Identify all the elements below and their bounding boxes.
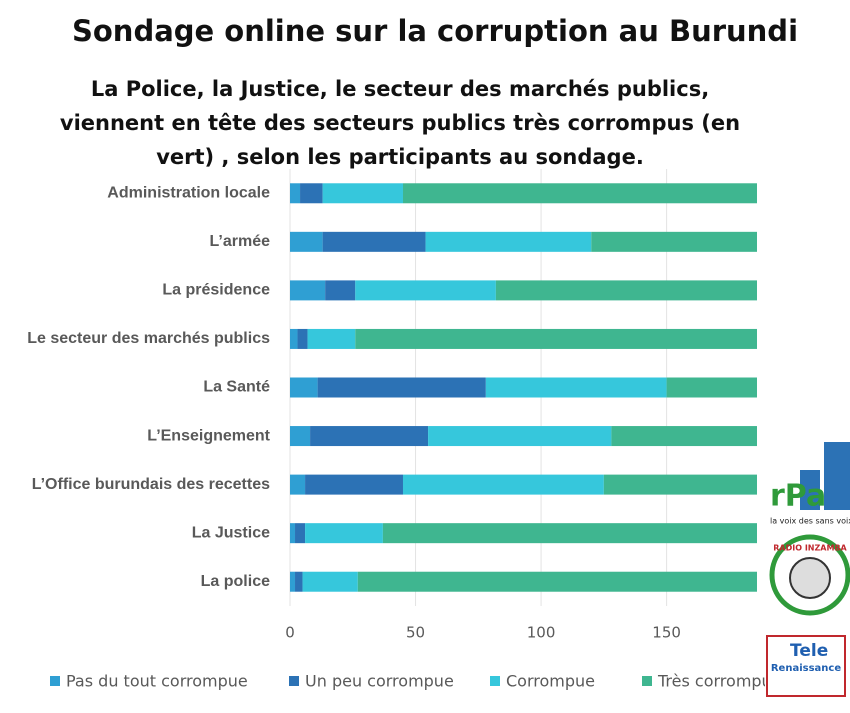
rpa-bar: [824, 442, 850, 510]
legend-label: Un peu corrompue: [305, 672, 454, 691]
bar-segment: [495, 280, 757, 301]
bar-segment: [357, 571, 757, 592]
inzamba-core: [789, 557, 831, 599]
bar-segment: [290, 426, 311, 447]
legend-swatch: [642, 676, 652, 686]
bar-segment: [402, 474, 604, 495]
bar-segment: [402, 183, 757, 204]
bar-segment: [603, 474, 757, 495]
bar-segment: [300, 183, 323, 204]
legend-swatch: [490, 676, 500, 686]
bar-segment: [290, 231, 323, 252]
bar-segment: [290, 183, 301, 204]
bar-segment: [302, 571, 358, 592]
y-tick-label: Le secteur des marchés publics: [27, 330, 270, 347]
legend-label: Pas du tout corrompue: [66, 672, 248, 691]
chart-title: Sondage online sur la corruption au Buru…: [71, 14, 799, 48]
legend-swatch: [289, 676, 299, 686]
bar-segment: [355, 280, 496, 301]
y-tick-label: La Justice: [192, 524, 270, 541]
bar-segment: [290, 328, 298, 349]
bar-segment: [290, 280, 326, 301]
x-tick-label: 0: [285, 624, 295, 642]
bar-segment: [305, 474, 403, 495]
y-tick-label: La police: [201, 573, 270, 590]
x-tick-label: 100: [527, 624, 556, 642]
bar-segment: [295, 523, 306, 544]
legend-label: Très corrompue: [657, 672, 782, 691]
bar-segment: [295, 571, 303, 592]
bar-segment: [591, 231, 757, 252]
rpa-bar: [800, 470, 820, 510]
tele-text: Tele: [790, 641, 828, 661]
y-tick-label: L’Office burundais des recettes: [32, 476, 270, 493]
bar-segment: [382, 523, 757, 544]
bar-segment: [428, 426, 612, 447]
legend-label: Corrompue: [506, 672, 595, 691]
bar-segment: [355, 328, 757, 349]
bar-segment: [425, 231, 592, 252]
bar-segment: [297, 328, 308, 349]
bar-segment: [290, 523, 296, 544]
y-tick-label: La présidence: [162, 282, 270, 299]
bar-segment: [290, 571, 296, 592]
logos: rPa la voix des sans voix RADIO INZAMBA Tel…: [765, 440, 850, 713]
y-tick-label: L’armée: [210, 233, 271, 250]
y-tick-label: Administration locale: [107, 184, 270, 201]
bar-segment: [310, 426, 429, 447]
bar-segment: [611, 426, 757, 447]
x-tick-label: 150: [652, 624, 681, 642]
bar-segment: [322, 231, 426, 252]
bar-segment: [290, 474, 306, 495]
inzamba-text: RADIO INZAMBA: [773, 544, 847, 553]
renaissance-text: Renaissance: [771, 663, 841, 674]
bar-segment: [307, 328, 356, 349]
bar-segment: [666, 377, 757, 398]
tele-logo: [766, 635, 846, 697]
bar-segment: [305, 523, 383, 544]
bar-segment: [290, 377, 318, 398]
x-tick-label: 50: [406, 624, 425, 642]
chart-subtitle: La Police, la Justice, le secteur des ma…: [59, 77, 741, 169]
rpa-slogan: la voix des sans voix: [770, 517, 850, 526]
bar-segment: [485, 377, 667, 398]
bar-segment: [322, 183, 403, 204]
bar-segment: [325, 280, 356, 301]
legend-swatch: [50, 676, 60, 686]
rpa-logo: rPa: [770, 479, 826, 514]
y-tick-label: La Santé: [203, 379, 270, 396]
bar-segment: [317, 377, 486, 398]
y-tick-label: L’Enseignement: [147, 427, 270, 444]
